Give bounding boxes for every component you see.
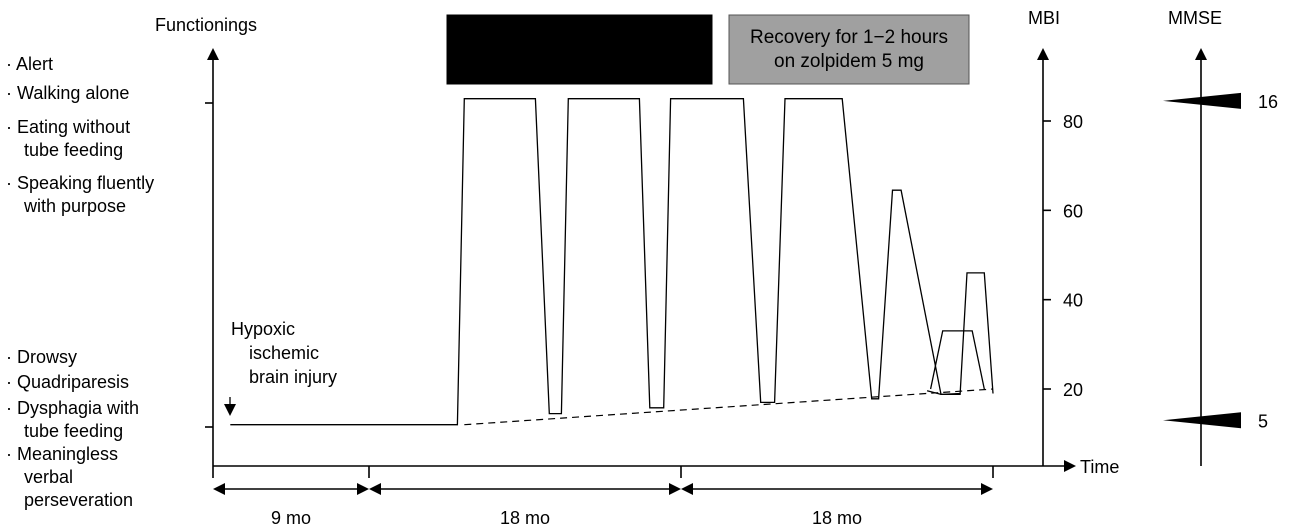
functioning-label: with purpose (23, 196, 126, 216)
period-label: 18 mo (812, 508, 862, 528)
functioning-label: tube feeding (24, 421, 123, 441)
period-arrow-left (369, 483, 381, 495)
mmse-marker (1163, 92, 1241, 109)
functioning-label: · Eating without (6, 117, 130, 137)
mbi-tick-label: 60 (1063, 201, 1083, 221)
left-axis-title: Functionings (155, 15, 257, 35)
functioning-label: · Meaningless (6, 444, 118, 464)
mbi-tick-label: 80 (1063, 112, 1083, 132)
mbi-tick-label: 40 (1063, 291, 1083, 311)
recovery-box-3h-background (446, 14, 713, 85)
mmse-marker-label: 16 (1258, 92, 1278, 112)
functioning-label: tube feeding (24, 140, 123, 160)
period-arrow-left (681, 483, 693, 495)
response-line (230, 98, 994, 426)
recovery-box-3h-line: Recovery for 3 hours (491, 27, 667, 48)
functioning-label: perseveration (24, 490, 133, 510)
mmse-axis-title: MMSE (1168, 8, 1222, 28)
annotation-line: Hypoxic (231, 319, 295, 339)
mmse-marker-label: 5 (1258, 411, 1268, 431)
mmse-markers: 16 5 (1163, 92, 1278, 431)
injury-annotation: Hypoxic ischemic brain injury (224, 319, 337, 416)
recovery-box-3h: Recovery for 3 hours on zolpidem 5 mg (446, 14, 713, 85)
time-periods: 9 mo 18 mo 18 mo (212, 466, 994, 528)
period-label: 9 mo (271, 508, 311, 528)
x-axis-title: Time (1080, 457, 1119, 477)
response-line (926, 390, 961, 396)
functioning-label: verbal (24, 467, 73, 487)
annotation-line: brain injury (249, 367, 337, 387)
recovery-box-1-2h-background (728, 14, 970, 85)
recovery-box-1-2h-line: Recovery for 1−2 hours (750, 27, 948, 48)
mmse-marker (1163, 412, 1241, 429)
period-arrow-right (981, 483, 993, 495)
functioning-label: · Walking alone (6, 83, 129, 103)
annotation-line: ischemic (249, 343, 319, 363)
mbi-axis-title: MBI (1028, 8, 1060, 28)
data-series (230, 98, 994, 426)
functioning-label: · Speaking fluently (6, 173, 154, 193)
functioning-label: · Quadriparesis (6, 372, 129, 392)
functioning-label: · Drowsy (6, 347, 77, 367)
recovery-box-1-2h: Recovery for 1−2 hours on zolpidem 5 mg (728, 14, 970, 85)
recovery-box-1-2h-line: on zolpidem 5 mg (774, 51, 924, 72)
period-arrow-left (213, 483, 225, 495)
left-axis-low-labels: · Drowsy · Quadriparesis · Dysphagia wit… (6, 347, 139, 510)
mbi-axis-ticks: 20 40 60 80 (1043, 112, 1083, 400)
mbi-tick-label: 20 (1063, 380, 1083, 400)
period-arrow-right (669, 483, 681, 495)
left-axis-high-labels: · Alert · Walking alone · Eating without… (6, 54, 154, 216)
recovery-box-3h-line: on zolpidem 5 mg (505, 51, 655, 72)
functioning-label: · Dysphagia with (6, 398, 139, 418)
response-line-small-pulse (929, 330, 985, 390)
period-arrow-right (357, 483, 369, 495)
period-label: 18 mo (500, 508, 550, 528)
baseline-trend-line (464, 388, 994, 426)
functioning-label: · Alert (6, 54, 53, 74)
